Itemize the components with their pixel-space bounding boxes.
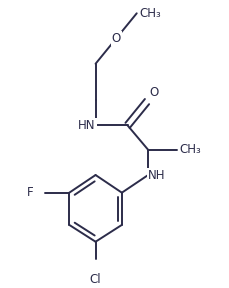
Text: NH: NH xyxy=(147,168,165,181)
Text: O: O xyxy=(149,86,158,99)
Text: CH₃: CH₃ xyxy=(178,143,200,156)
Text: Cl: Cl xyxy=(89,272,101,285)
Text: F: F xyxy=(27,186,34,199)
Text: O: O xyxy=(111,32,120,45)
Text: HN: HN xyxy=(78,119,95,132)
Text: CH₃: CH₃ xyxy=(138,7,160,20)
